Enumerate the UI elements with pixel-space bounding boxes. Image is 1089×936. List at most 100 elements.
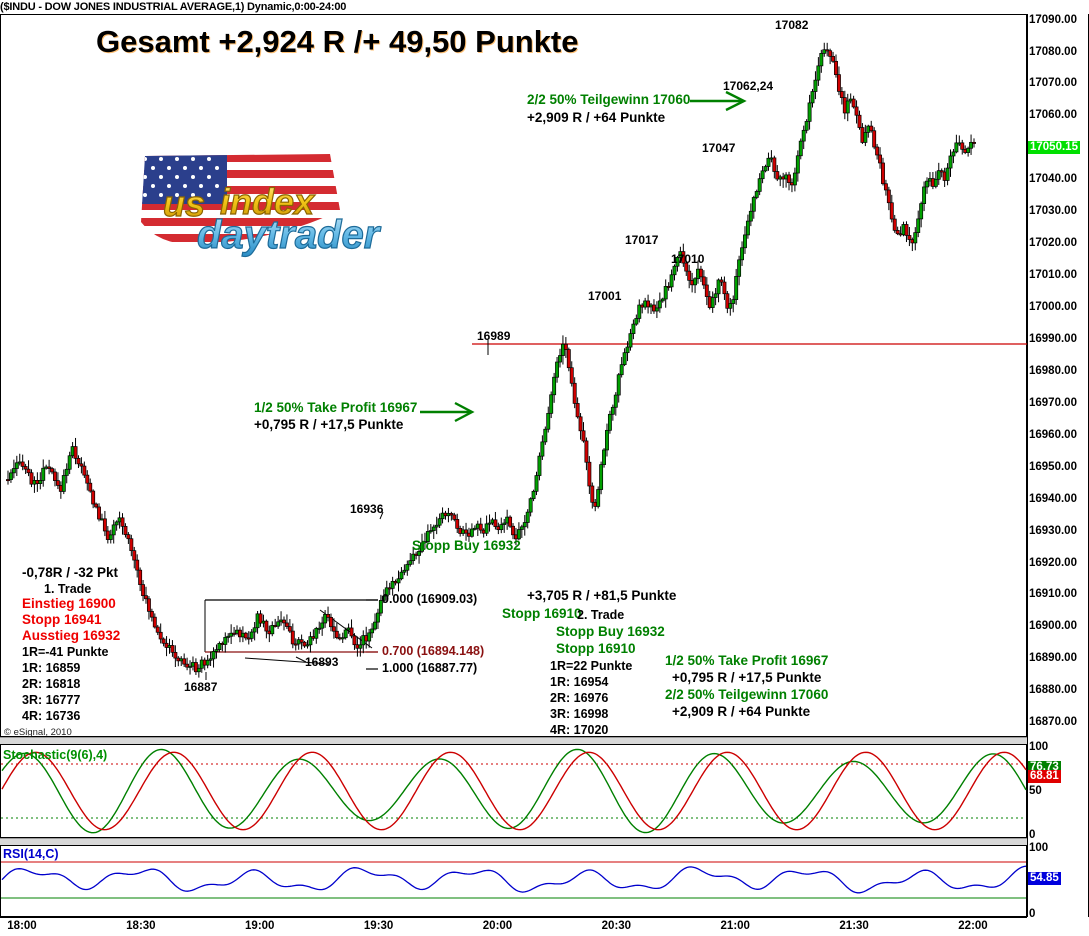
- trade2-risk: 1R=22 Punkte: [550, 659, 633, 673]
- time-tick-1830: 18:30: [126, 920, 156, 932]
- callout-take-profit-1-line1: 1/2 50% Take Profit 16967: [254, 400, 418, 415]
- stochastic-panel: [0, 744, 1027, 838]
- take-profit-arrow-2: [690, 90, 747, 112]
- leader-16893: [295, 656, 307, 663]
- trade2-stop-chart: Stopp 16910: [502, 606, 582, 621]
- price-tick-17060-00: 17060.00: [1029, 109, 1077, 122]
- candlestick-series: [6, 42, 976, 678]
- esignal-copyright: © eSignal, 2010: [4, 727, 72, 738]
- price-tick-17020-00: 17020.00: [1029, 237, 1077, 250]
- fib-label-1000: 1.000 (16887.77): [382, 661, 478, 675]
- take-profit-arrow-1: [420, 401, 475, 423]
- trendline-lower: [244, 657, 331, 665]
- price-mark-16989: 16989: [477, 329, 511, 343]
- page-title: Gesamt +2,924 R /+ 49,50 Punkte: [96, 24, 579, 59]
- trade2-tp1-line2: +0,795 R / +17,5 Punkte: [672, 670, 822, 685]
- rsi-value-badge: 54.85: [1028, 871, 1061, 885]
- trade2-r1: 1R: 16954: [550, 675, 609, 689]
- stochastic-d-badge: 68.81: [1028, 770, 1061, 784]
- price-tick-16960-00: 16960.00: [1029, 428, 1077, 441]
- price-mark-17001: 17001: [588, 289, 622, 303]
- trade1-r4: 4R: 16736: [22, 709, 81, 723]
- rsi-line: [1, 865, 1027, 894]
- us-index-daytrader-logo: us index daytrader: [141, 154, 382, 258]
- time-tick-2000: 20:00: [482, 920, 513, 932]
- trade1-risk: 1R=-41 Punkte: [22, 645, 109, 659]
- stoch-tick-50: 50: [1029, 785, 1042, 797]
- price-mark-17062: 17062,24: [723, 79, 774, 93]
- price-axis-labels[interactable]: 17090.00 17080.00 17070.00 17060.00 17040.00…: [1027, 0, 1089, 936]
- stochastic-k-line: [1, 748, 1027, 834]
- price-tick-16990-00: 16990.00: [1029, 332, 1077, 345]
- time-axis-rule: [0, 917, 1027, 918]
- trade1-summary: -0,78R / -32 Pkt: [22, 565, 119, 580]
- trade1-entry: Einstieg 16900: [22, 596, 116, 611]
- time-tick-2200: 22:00: [958, 920, 988, 932]
- trade1-r3: 3R: 16777: [22, 693, 81, 707]
- callout-teilgewinn-2-line1: 2/2 50% Teilgewinn 17060: [527, 92, 691, 107]
- price-tick-16980-00: 16980.00: [1029, 364, 1077, 377]
- chart-symbol-header: ($INDU - DOW JONES INDUSTRIAL AVERAGE,1)…: [0, 1, 347, 13]
- trade2-tp2-line2: +2,909 R / +64 Punkte: [672, 704, 811, 719]
- time-tick-1930: 19:30: [363, 920, 394, 932]
- leader-16936: [379, 511, 384, 520]
- price-mark-16893: 16893: [305, 655, 339, 669]
- stochastic-label: Stochastic(9(6),4): [3, 748, 108, 762]
- price-tick-16890-00: 16890.00: [1029, 652, 1077, 665]
- price-tick-16870-00: 16870.00: [1029, 716, 1077, 729]
- trade1-stop: Stopp 16941: [22, 612, 102, 627]
- price-tick-16880-00: 16880.00: [1029, 684, 1077, 697]
- time-tick-2030: 20:30: [601, 920, 632, 932]
- callout-stop-buy-16932: Stopp Buy 16932: [412, 538, 521, 553]
- callout-take-profit-1-line2: +0,795 R / +17,5 Punkte: [254, 417, 404, 432]
- stochastic-series: [1, 748, 1027, 834]
- time-tick-1900: 19:00: [245, 920, 275, 932]
- price-tick-16950-00: 16950.00: [1029, 460, 1077, 473]
- price-tick-16910-00: 16910.00: [1029, 588, 1077, 601]
- trade1-r2: 2R: 16818: [22, 677, 81, 691]
- price-tick-17080-00: 17080.00: [1029, 45, 1077, 58]
- price-tick-17000-00: 17000.00: [1029, 301, 1077, 314]
- trade2-stop: Stopp 16910: [556, 641, 636, 656]
- callout-teilgewinn-2-line2: +2,909 R / +64 Punkte: [527, 110, 666, 125]
- logo-word-daytrader: daytrader: [197, 213, 382, 257]
- price-tick-16930-00: 16930.00: [1029, 524, 1077, 537]
- time-axis: 18:00 18:30 19:00 19:30 20:00 20:30 21:00 21:30…: [0, 917, 1089, 936]
- price-mark-17017: 17017: [625, 233, 659, 247]
- flag-icon: [141, 154, 340, 245]
- logo-word-index: index: [220, 181, 316, 222]
- price-tick-16900-00: 16900.00: [1029, 620, 1077, 633]
- price-tick-16920-00: 16920.00: [1029, 556, 1077, 569]
- time-tick-2100: 21:00: [720, 920, 750, 932]
- price-mark-17047: 17047: [702, 141, 736, 155]
- trade2-tp1-line1: 1/2 50% Take Profit 16967: [665, 653, 829, 668]
- fib-label-0000: 0.000 (16909.03): [382, 592, 478, 606]
- price-mark-17010: 17010: [671, 252, 705, 266]
- trade2-r2: 2R: 16976: [550, 691, 609, 705]
- price-tick-17010-00: 17010.00: [1029, 269, 1077, 282]
- price-tick-17040-00: 17040.00: [1029, 173, 1077, 186]
- trade2-r4: 4R: 17020: [550, 723, 609, 737]
- rsi-label: RSI(14,C): [3, 847, 59, 861]
- price-tick-17030-00: 17030.00: [1029, 205, 1077, 218]
- price-mark-17082: 17082: [775, 18, 809, 32]
- trade1-exit: Ausstieg 16932: [22, 628, 121, 643]
- last-price-badge: 17050.15: [1028, 140, 1080, 154]
- trade2-summary: +3,705 R / +81,5 Punkte: [527, 588, 677, 603]
- price-mark-16887: 16887: [184, 680, 218, 694]
- stoch-tick-0: 0: [1029, 829, 1036, 841]
- trade2-title: 2. Trade: [577, 608, 625, 622]
- rsi-tick-100: 100: [1029, 842, 1049, 854]
- fib-label-0700: 0.700 (16894.148): [382, 644, 485, 658]
- price-mark-16936: 16936: [350, 502, 384, 516]
- price-tick-17090-00: 17090.00: [1029, 13, 1077, 26]
- trade2-stop-buy: Stopp Buy 16932: [556, 624, 665, 639]
- stochastic-d-line: [1, 751, 1027, 831]
- price-tick-16940-00: 16940.00: [1029, 492, 1077, 505]
- time-tick-1800: 18:00: [7, 920, 37, 932]
- rsi-series: [1, 861, 1027, 899]
- stoch-tick-100: 100: [1029, 741, 1049, 753]
- trade1-title: 1. Trade: [44, 582, 92, 596]
- time-tick-2130: 21:30: [839, 920, 869, 932]
